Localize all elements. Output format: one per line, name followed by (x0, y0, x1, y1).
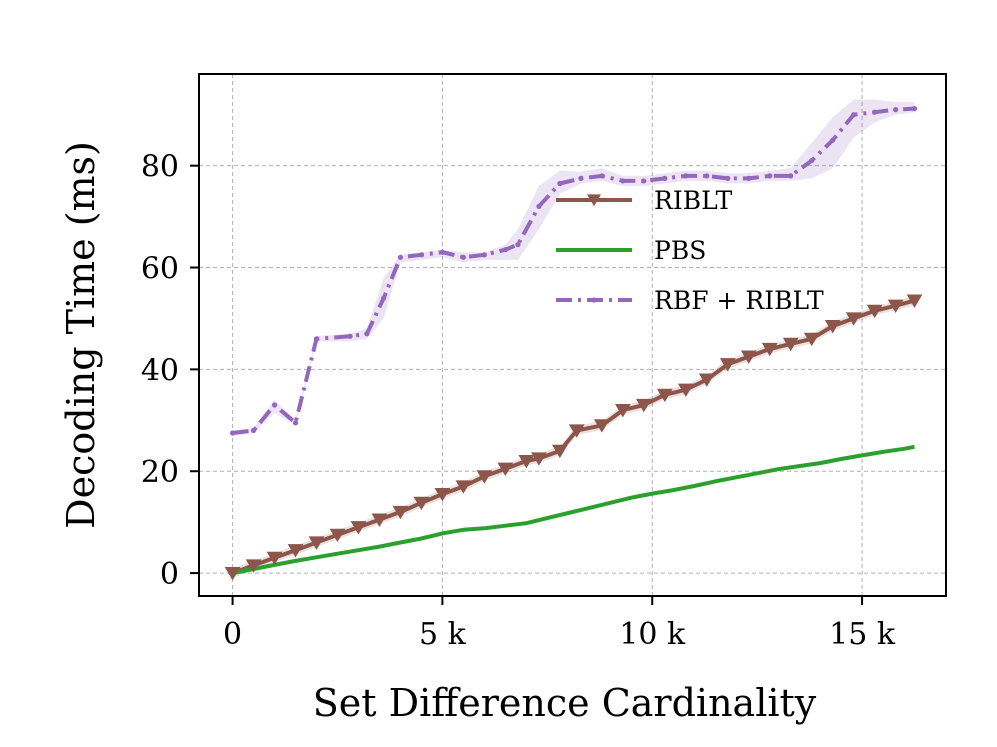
data-point-riblt (568, 424, 585, 438)
data-point-riblt (824, 319, 841, 334)
data-point-riblt (719, 358, 736, 372)
legend-label: PBS (654, 236, 706, 265)
data-point-riblt (392, 505, 409, 520)
data-point-rbf-riblt (536, 203, 542, 210)
data-point-riblt (656, 388, 673, 403)
data-point-rbf-riblt (620, 178, 626, 184)
data-point-rbf-riblt (515, 242, 521, 248)
data-point-riblt (906, 294, 923, 308)
x-tick-label: 15 k (829, 617, 896, 652)
data-point-rbf-riblt (364, 331, 370, 337)
series-markers (224, 106, 923, 581)
data-point-rbf-riblt (250, 427, 257, 434)
legend-marker (591, 297, 597, 303)
data-point-rbf-riblt (229, 430, 236, 436)
data-point-rbf-riblt (271, 402, 278, 408)
series-lines (231, 106, 916, 576)
data-point-riblt (455, 480, 472, 494)
data-point-rbf-riblt (725, 175, 731, 181)
data-point-riblt (224, 566, 241, 581)
data-point-riblt (518, 454, 535, 469)
axis-ticks: 0 5 k 10 k 15 k 0 20 40 60 80 (141, 150, 896, 652)
data-point-rbf-riblt (418, 252, 425, 258)
data-point-rbf-riblt (872, 109, 878, 115)
data-point-riblt (845, 312, 862, 326)
data-point-rbf-riblt (911, 106, 918, 112)
data-point-riblt (329, 528, 346, 543)
data-point-riblt (887, 299, 904, 314)
data-point-rbf-riblt (578, 175, 584, 181)
data-point-rbf-riblt (313, 336, 320, 342)
data-point-riblt (594, 419, 610, 433)
legend-label: RBF + RIBLT (654, 286, 824, 315)
data-point-rbf-riblt (599, 173, 605, 179)
data-point-riblt (245, 559, 262, 573)
y-axis-title: Decoding Time (ms) (59, 141, 103, 529)
data-point-riblt (803, 332, 820, 347)
data-point-riblt (476, 470, 493, 484)
series-line-riblt (231, 298, 916, 575)
data-point-rbf-riblt (641, 178, 647, 184)
legend: RIBLT PBS RBF + RIBLT (556, 186, 824, 315)
data-point-rbf-riblt (788, 173, 794, 179)
data-point-rbf-riblt (397, 254, 404, 260)
data-point-riblt (531, 452, 547, 466)
data-point-riblt (698, 373, 715, 387)
data-point-riblt (635, 398, 652, 413)
data-point-rbf-riblt (746, 175, 752, 181)
legend-label: RIBLT (654, 186, 733, 215)
data-point-rbf-riblt (704, 173, 710, 179)
y-tick-label: 60 (141, 252, 179, 287)
data-point-rbf-riblt (893, 107, 899, 113)
legend-marker (587, 194, 601, 207)
grid (199, 74, 946, 596)
data-point-rbf-riblt (439, 249, 446, 255)
y-tick-label: 0 (160, 557, 179, 592)
data-point-rbf-riblt (481, 252, 487, 258)
y-tick-label: 40 (141, 353, 179, 388)
data-point-rbf-riblt (557, 180, 563, 187)
data-point-riblt (287, 544, 304, 558)
x-axis-title: Set Difference Cardinality (313, 681, 817, 725)
data-point-riblt (413, 496, 430, 511)
y-tick-label: 80 (141, 150, 179, 185)
data-point-riblt (614, 404, 631, 418)
data-point-riblt (866, 304, 883, 319)
data-point-riblt (782, 337, 799, 352)
data-point-rbf-riblt (460, 254, 466, 260)
plot-frame (198, 73, 947, 597)
data-point-riblt (761, 342, 778, 357)
data-point-rbf-riblt (381, 295, 387, 301)
data-point-rbf-riblt (683, 173, 689, 179)
data-point-rbf-riblt (502, 247, 508, 253)
y-tick-label: 20 (141, 455, 179, 490)
data-point-riblt (371, 513, 388, 527)
data-point-rbf-riblt (767, 173, 773, 179)
series-line-rbf-riblt (232, 106, 915, 435)
data-point-riblt (677, 383, 694, 398)
data-point-riblt (497, 462, 514, 476)
data-point-rbf-riblt (830, 137, 836, 143)
data-point-riblt (552, 444, 568, 459)
data-point-riblt (350, 521, 367, 535)
data-point-rbf-riblt (292, 420, 299, 426)
series-line-pbs (232, 444, 915, 576)
data-point-rbf-riblt (809, 157, 815, 164)
x-tick-label: 5 k (419, 617, 467, 652)
x-tick-label: 10 k (619, 617, 686, 652)
data-point-riblt (266, 551, 283, 566)
data-point-riblt (740, 350, 757, 364)
data-point-rbf-riblt (662, 175, 668, 181)
x-tick-label: 0 (223, 617, 242, 652)
data-point-rbf-riblt (347, 333, 353, 339)
data-point-riblt (308, 536, 325, 550)
data-point-riblt (434, 488, 451, 502)
data-point-rbf-riblt (851, 112, 857, 118)
